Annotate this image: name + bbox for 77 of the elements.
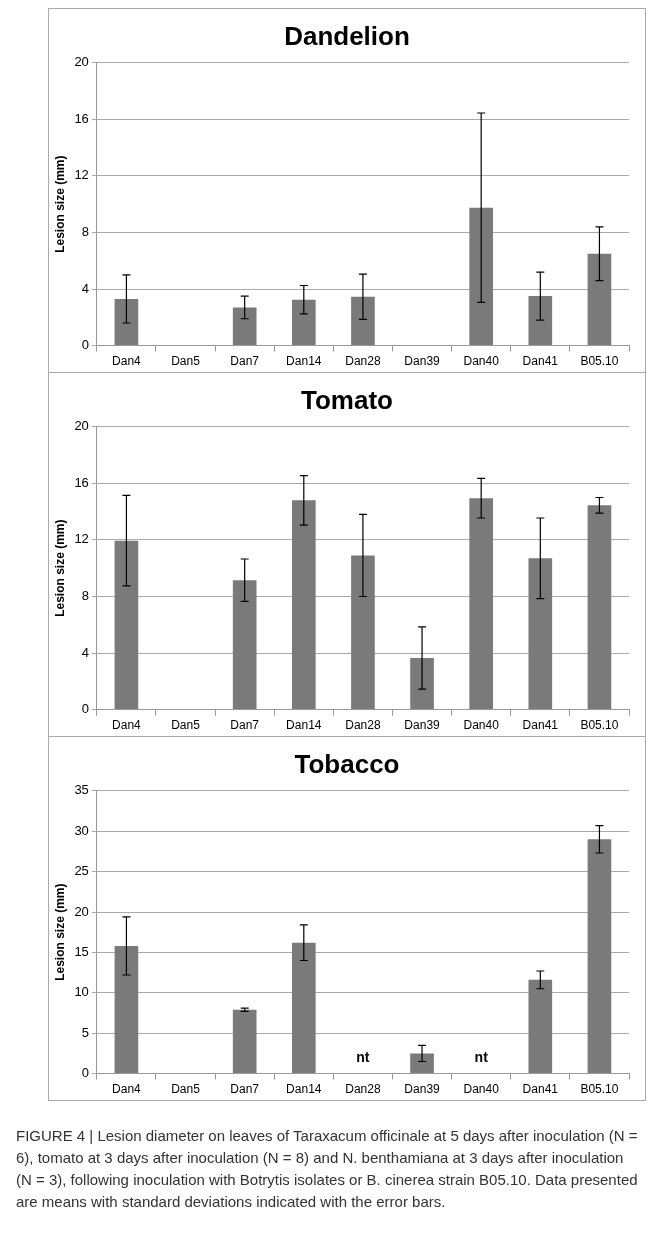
bar: [291, 299, 316, 346]
y-tick-label: 8: [81, 588, 89, 604]
x-tick-label: Dan4: [112, 718, 142, 733]
bar: [469, 207, 494, 346]
y-tick-label: 20: [74, 903, 89, 919]
y-tick-label: 5: [81, 1024, 89, 1040]
y-tick-label: 0: [81, 1065, 89, 1081]
x-tick-label: Dan41: [522, 354, 559, 369]
y-axis-title: Lesion size (mm): [52, 519, 67, 617]
y-tick-label: 30: [74, 822, 89, 838]
y-tick-label: 0: [81, 337, 89, 353]
bar: [232, 1009, 257, 1074]
x-tick-label: Dan5: [171, 718, 201, 733]
annotation: nt: [356, 1049, 370, 1066]
bar: [291, 942, 316, 1074]
bar: [351, 296, 375, 346]
x-tick-label: Dan5: [171, 1082, 201, 1097]
y-tick-label: 35: [74, 782, 89, 798]
bar: [410, 657, 434, 710]
x-tick-label: Dan7: [230, 1082, 260, 1097]
y-axis-title: Lesion size (mm): [52, 155, 67, 253]
chart-title: Dandelion: [283, 20, 411, 52]
x-tick-label: Dan40: [463, 718, 500, 733]
x-tick-label: Dan40: [463, 354, 500, 369]
x-tick-label: B05.10: [580, 1082, 619, 1097]
bar: [528, 296, 553, 346]
x-tick-label: Dan41: [522, 718, 559, 733]
bar: [114, 540, 139, 710]
x-tick-label: Dan5: [171, 354, 201, 369]
y-tick-label: 12: [74, 167, 89, 183]
x-tick-label: Dan7: [230, 718, 260, 733]
bar: [114, 945, 139, 1074]
y-tick-label: 25: [74, 863, 89, 879]
x-tick-label: Dan39: [404, 718, 441, 733]
chart-title: Tomato: [300, 384, 394, 416]
x-tick-label: Dan14: [286, 1082, 322, 1097]
x-tick-label: Dan39: [404, 1082, 441, 1097]
y-tick-label: 16: [74, 110, 89, 126]
y-tick-label: 4: [81, 644, 89, 660]
bar: [351, 555, 375, 710]
x-tick-label: Dan14: [286, 354, 322, 369]
bar: [469, 498, 494, 710]
x-tick-label: Dan28: [345, 354, 381, 369]
bar: [587, 839, 612, 1074]
y-tick-label: 4: [81, 280, 89, 296]
chart-title: Tobacco: [293, 748, 401, 780]
x-tick-label: Dan39: [404, 354, 441, 369]
y-axis-title: Lesion size (mm): [52, 883, 67, 981]
bar: [114, 298, 139, 346]
bar: [587, 505, 612, 710]
x-tick-label: Dan40: [463, 1082, 500, 1097]
bar: [410, 1053, 434, 1074]
y-tick-label: 20: [74, 418, 89, 434]
y-tick-label: 15: [74, 943, 89, 959]
y-tick-label: 20: [74, 54, 89, 70]
y-tick-label: 0: [81, 701, 89, 717]
bar: [232, 580, 257, 710]
x-tick-label: Dan14: [286, 718, 322, 733]
bar: [291, 500, 316, 710]
bar: [232, 307, 257, 346]
y-tick-label: 16: [74, 474, 89, 490]
x-tick-label: B05.10: [580, 718, 619, 733]
x-tick-label: Dan4: [112, 354, 142, 369]
y-tick-label: 8: [81, 224, 89, 240]
caption: FIGURE 4 | Lesion diameter on leaves of Taraxacum officinale at 5 days after inoculation (N = 6), tomato at 3 days after inoculation (N = 8) and N. benthamiana at 3 days after inoculation (N = 3), following inoculation with Botrytis isolates or B. cinerea strain B05.10. Data presented are means with standard deviations indicated with the error bars.: [16, 1126, 639, 1212]
y-tick-label: 12: [74, 531, 89, 547]
x-tick-label: Dan7: [230, 354, 260, 369]
y-tick-label: 10: [74, 984, 89, 1000]
bar: [528, 979, 553, 1074]
x-tick-label: Dan4: [112, 1082, 142, 1097]
annotation: nt: [474, 1049, 489, 1066]
x-tick-label: Dan41: [522, 1082, 559, 1097]
bar: [587, 253, 612, 346]
x-tick-label: B05.10: [580, 354, 619, 369]
x-tick-label: Dan28: [345, 718, 381, 733]
bar: [528, 558, 553, 710]
x-tick-label: Dan28: [345, 1082, 381, 1097]
